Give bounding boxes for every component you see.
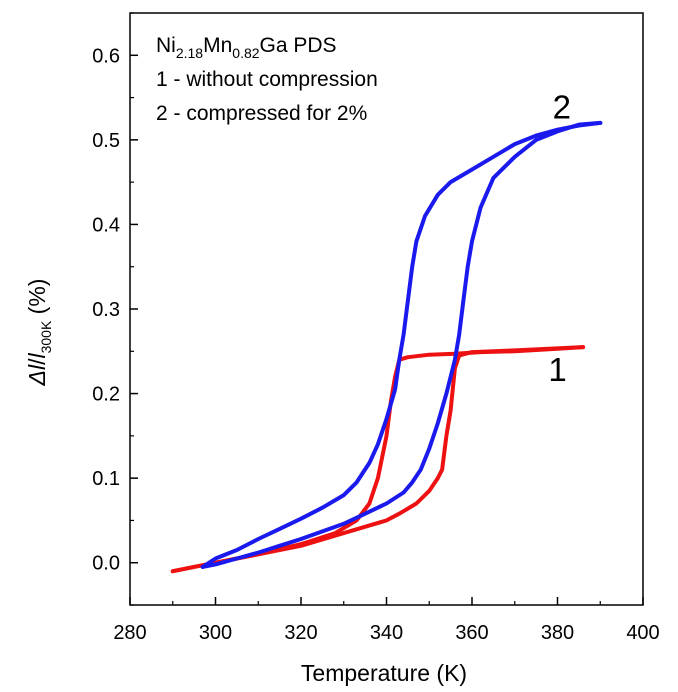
x-tick-label: 380 <box>541 622 574 644</box>
x-tick-label: 280 <box>113 622 146 644</box>
y-tick-label: 0.0 <box>92 553 120 575</box>
x-tick-label: 320 <box>284 622 317 644</box>
ticks-group <box>129 12 644 606</box>
curves-group <box>170 120 603 574</box>
labels-group: 280 300 320 340 360 380 400 0.0 0.1 0.2 0.3 0.4 0.5 0… <box>92 45 660 644</box>
curve-label-1: 1 <box>548 351 566 388</box>
series-2-branch-1 <box>200 120 603 569</box>
y-axis-title: Δl/l300K (%) <box>24 279 54 387</box>
series-2-branch-2 <box>200 120 603 569</box>
series-1-branch-1 <box>170 345 586 574</box>
legend-line-1: Ni2.18Mn0.82Ga PDS <box>156 34 337 61</box>
curve-label-2: 2 <box>553 89 571 126</box>
x-tick-label: 400 <box>626 622 659 644</box>
legend-line-3: 2 - compressed for 2% <box>156 102 367 125</box>
y-tick-label: 0.5 <box>92 130 120 152</box>
x-tick-label: 360 <box>455 622 488 644</box>
y-tick-label: 0.6 <box>92 45 120 67</box>
y-tick-label: 0.1 <box>92 468 120 490</box>
x-tick-label: 340 <box>370 622 403 644</box>
x-tick-label: 300 <box>199 622 232 644</box>
y-tick-label: 0.3 <box>92 299 120 321</box>
x-axis-title: Temperature (K) <box>301 660 467 686</box>
series-1-branch-2 <box>170 345 586 574</box>
y-tick-label: 0.4 <box>92 214 120 236</box>
y-tick-label: 0.2 <box>92 384 120 406</box>
legend-line-2: 1 - without compression <box>156 68 378 91</box>
